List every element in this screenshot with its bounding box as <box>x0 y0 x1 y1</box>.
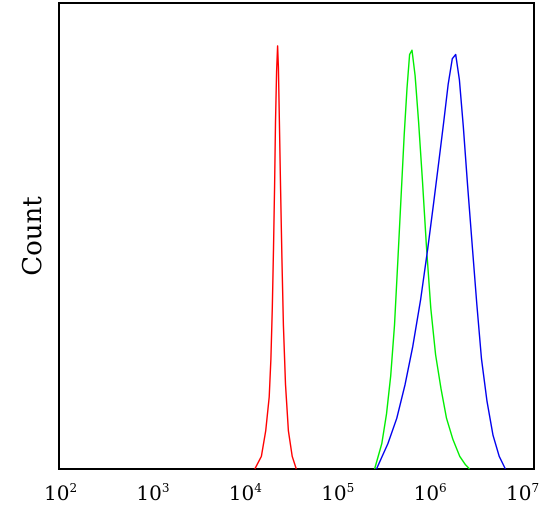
x-tick-label: 106 <box>414 481 447 505</box>
x-tick-exponent: 4 <box>254 481 262 495</box>
x-tick-base: 10 <box>506 481 531 505</box>
x-tick-exponent: 7 <box>531 481 539 495</box>
x-tick-label: 105 <box>321 481 354 505</box>
x-tick-exponent: 6 <box>439 481 447 495</box>
x-tick-base: 10 <box>321 481 346 505</box>
histogram-series-1 <box>254 45 297 470</box>
x-tick-label: 107 <box>506 481 539 505</box>
x-tick-exponent: 2 <box>69 481 77 495</box>
x-tick-base: 10 <box>229 481 254 505</box>
x-tick-base: 10 <box>44 481 69 505</box>
x-tick-exponent: 3 <box>162 481 170 495</box>
x-tick-base: 10 <box>414 481 439 505</box>
histogram-series-3 <box>375 53 507 470</box>
series-layer <box>254 45 507 470</box>
x-tick-label: 102 <box>44 481 77 505</box>
x-tick-label: 104 <box>229 481 262 505</box>
plot-frame <box>58 2 535 470</box>
histogram-series-2 <box>373 49 471 470</box>
x-tick-base: 10 <box>136 481 161 505</box>
y-axis-label: Count <box>18 196 48 276</box>
x-axis-tick-labels: 102 103 104 105 106 107 <box>44 481 539 505</box>
x-tick-exponent: 5 <box>347 481 355 495</box>
x-tick-label: 103 <box>136 481 169 505</box>
